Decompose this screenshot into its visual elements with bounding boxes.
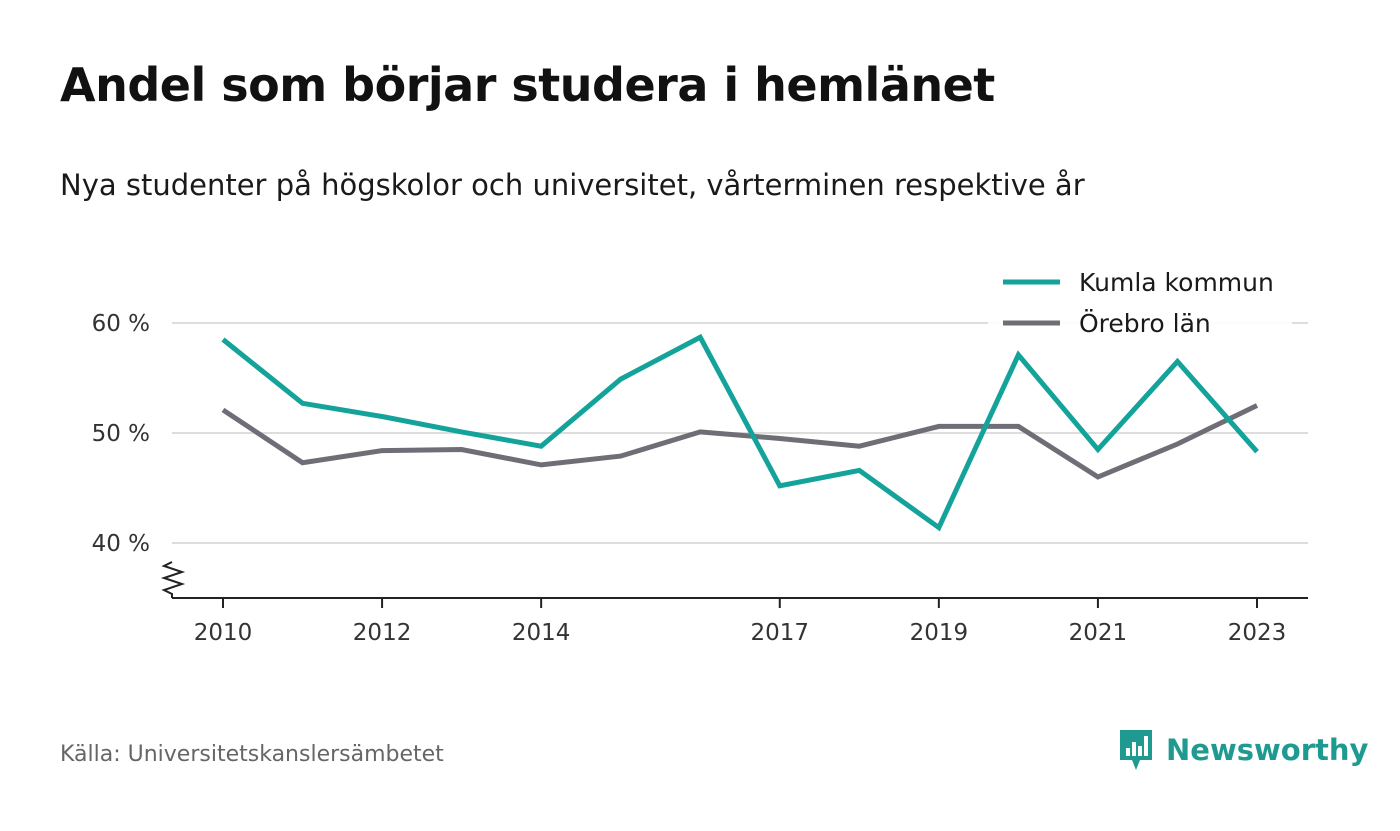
x-tick-label: 2017 [750,620,809,646]
brand-logo: Newsworthy [1118,728,1368,772]
y-tick-label: 40 % [92,531,150,557]
x-tick-label: 2010 [194,620,253,646]
legend: Kumla kommun Örebro län [988,262,1292,346]
axes: 40 % 50 % 60 % 2010 2012 2014 2017 2019 2021 2023 [92,311,1308,646]
legend-background [988,262,1292,346]
y-tick-label: 60 % [92,311,150,337]
series-line-kumla-kommun [221,333,1259,532]
axis-break-icon [160,561,186,598]
legend-label: Örebro län [1079,309,1211,338]
x-tick-label: 2012 [353,620,412,646]
x-tick-label: 2019 [910,620,969,646]
newsworthy-logo-icon [1120,730,1152,770]
brand-name: Newsworthy [1166,733,1369,767]
chart-title: Andel som börjar studera i hemlänet [60,58,995,112]
x-tick-label: 2021 [1069,620,1128,646]
series-line-örebro-län [221,403,1259,480]
y-tick-label: 50 % [92,421,150,447]
source-note: Källa: Universitetskanslersämbetet [60,742,444,767]
chart-subtitle: Nya studenter på högskolor och universit… [60,168,1085,202]
legend-label: Kumla kommun [1079,268,1274,297]
x-tick-label: 2023 [1228,620,1287,646]
x-tick-label: 2014 [512,620,571,646]
series-lines [221,333,1259,532]
